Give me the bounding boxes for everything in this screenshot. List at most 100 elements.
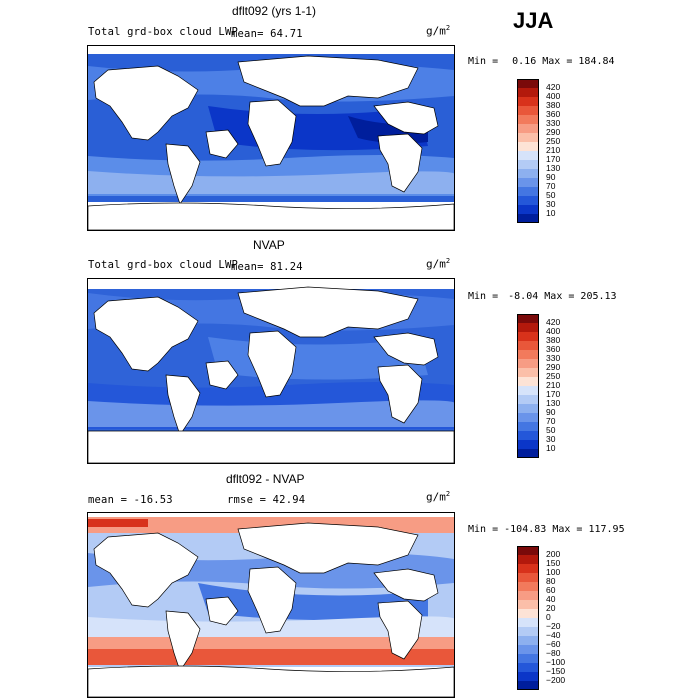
panel-title: NVAP: [253, 238, 285, 252]
colorbar-swatch: [517, 663, 539, 672]
colorbar-swatch: [517, 440, 539, 449]
min-label: Min =: [468, 524, 499, 535]
colorbar-tick-label: −80: [546, 648, 561, 658]
max-label: Max =: [552, 524, 583, 535]
colorbar-swatch: [517, 546, 539, 555]
colorbar-tick-label: 70: [546, 416, 556, 426]
colorbar-swatch: [517, 404, 539, 413]
colorbar-tick-label: −20: [546, 621, 561, 631]
colorbar-tick-label: 250: [546, 371, 561, 381]
map-difference-svg: [88, 513, 454, 697]
max-value: 184.84: [578, 56, 615, 67]
colorbar-tick-label: 90: [546, 172, 556, 182]
colorbar-tick-label: 50: [546, 190, 556, 200]
max-label: Max =: [542, 56, 573, 67]
colorbar-labels: 200 150 100 80 60 40 20 0 −20 −40 −60 −80 −100 −150 −2…: [546, 550, 565, 685]
colorbar-swatch: [517, 115, 539, 124]
rmse-value: rmse = 42.94: [227, 494, 306, 506]
colorbar-swatch: [517, 582, 539, 591]
colorbar-swatch: [517, 187, 539, 196]
colorbar-swatch: [517, 124, 539, 133]
colorbar-tick-label: 20: [546, 603, 556, 613]
colorbar-swatch: [517, 422, 539, 431]
units-label: g/m2: [426, 257, 451, 271]
colorbar-tick-label: 170: [546, 389, 561, 399]
units-label: g/m2: [426, 490, 451, 504]
colorbar-swatch: [517, 618, 539, 627]
panel-title: dflt092 (yrs 1-1): [232, 4, 317, 18]
colorbar-swatch: [517, 672, 539, 681]
colorbar-swatch: [517, 681, 539, 690]
colorbar-swatch: [517, 79, 539, 88]
mean-value: mean= 64.71: [231, 28, 303, 40]
colorbar-swatch: [517, 151, 539, 160]
min-value: 0.16: [512, 56, 537, 67]
colorbar-swatch: [517, 645, 539, 654]
season-label: JJA: [513, 8, 554, 33]
colorbar-tick-label: 420: [546, 82, 561, 92]
colorbar-swatch: [517, 395, 539, 404]
colorbar-tick-label: 400: [546, 326, 561, 336]
colorbar-tick-label: −150: [546, 666, 566, 676]
map-panel-difference: [87, 512, 455, 698]
colorbar-swatch: [517, 654, 539, 663]
colorbar-swatch: [517, 178, 539, 187]
colorbar-tick-label: 70: [546, 181, 556, 191]
colorbar-swatch: [517, 627, 539, 636]
colorbar-tick-label: 60: [546, 585, 556, 595]
colorbar-swatch: [517, 431, 539, 440]
colorbar-tick-label: 50: [546, 425, 556, 435]
min-label: Min =: [468, 291, 499, 302]
colorbar-tick-label: 400: [546, 91, 561, 101]
colorbar-tick-label: −100: [546, 657, 566, 667]
colorbar-swatch: [517, 555, 539, 564]
colorbar-tick-label: 200: [546, 549, 561, 559]
colorbar-swatch: [517, 196, 539, 205]
colorbar-swatch: [517, 600, 539, 609]
colorbar-swatch: [517, 88, 539, 97]
colorbar-swatch: [517, 205, 539, 214]
panel-subtitle: Total grd-box cloud LWP: [88, 26, 238, 38]
colorbar-swatch: [517, 341, 539, 350]
max-label: Max =: [544, 291, 575, 302]
colorbar-tick-label: 10: [546, 208, 556, 218]
colorbar-swatch: [517, 386, 539, 395]
colorbar-tick-label: −200: [546, 675, 566, 685]
colorbar-tick-label: 380: [546, 100, 561, 110]
colorbar-swatch: [517, 332, 539, 341]
colorbar-tick-label: −60: [546, 639, 561, 649]
colorbar-swatch: [517, 377, 539, 386]
colorbar-swatch: [517, 97, 539, 106]
colorbar-swatch: [517, 636, 539, 645]
map-panel-obs: [87, 278, 455, 464]
map-obs-svg: [88, 279, 454, 463]
colorbar-swatch: [517, 609, 539, 618]
colorbar: [517, 79, 539, 223]
colorbar-tick-label: 130: [546, 398, 561, 408]
colorbar-tick-label: 30: [546, 199, 556, 209]
colorbar: [517, 546, 539, 690]
colorbar-tick-label: 170: [546, 154, 561, 164]
colorbar-tick-label: 150: [546, 558, 561, 568]
max-value: 117.95: [588, 524, 625, 535]
panel-subtitle: Total grd-box cloud LWP: [88, 259, 238, 271]
colorbar-tick-label: 10: [546, 443, 556, 453]
colorbar-swatch: [517, 350, 539, 359]
colorbar-swatch: [517, 106, 539, 115]
colorbar-labels: 420 400 380 360 330 290 250 210 170 130 90 70 50 30 10: [546, 318, 560, 453]
colorbar-tick-label: 90: [546, 407, 556, 417]
min-label: Min =: [468, 56, 499, 67]
colorbar-tick-label: 80: [546, 576, 556, 586]
colorbar-swatch: [517, 449, 539, 458]
colorbar-swatch: [517, 359, 539, 368]
colorbar-swatch: [517, 133, 539, 142]
min-max-readout: Min = -8.04 Max = 205.13: [468, 291, 617, 302]
colorbar-tick-label: 100: [546, 567, 561, 577]
colorbar-swatch: [517, 323, 539, 332]
colorbar-tick-label: 380: [546, 335, 561, 345]
colorbar-swatch: [517, 413, 539, 422]
units-label: g/m2: [426, 24, 451, 38]
colorbar-tick-label: 130: [546, 163, 561, 173]
colorbar-swatch: [517, 564, 539, 573]
colorbar-swatch: [517, 591, 539, 600]
